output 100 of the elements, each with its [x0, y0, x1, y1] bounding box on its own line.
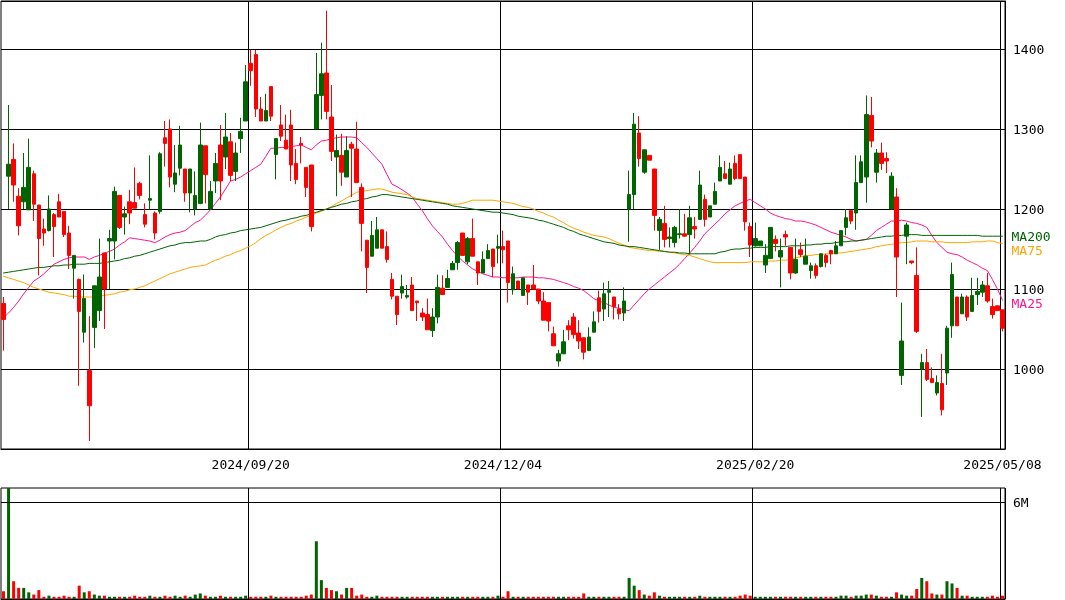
candlestick: [607, 280, 611, 318]
bar: [87, 591, 91, 599]
candlestick: [481, 250, 485, 274]
bar: [37, 590, 41, 599]
candlestick: [496, 234, 500, 264]
candlestick: [803, 238, 808, 265]
candlestick: [470, 218, 475, 257]
candlestick: [637, 115, 641, 168]
bar: [309, 594, 313, 599]
bar: [637, 590, 641, 599]
candlestick: [137, 181, 142, 200]
candlestick: [657, 216, 662, 251]
x-tick-label: 2024/12/04: [463, 457, 543, 472]
candlestick: [243, 64, 248, 122]
candlestick: [6, 104, 11, 210]
candlestick: [233, 142, 238, 182]
candlestick: [465, 236, 470, 265]
bar: [203, 595, 207, 599]
bar: [582, 593, 586, 599]
bar: [345, 587, 349, 599]
candlestick: [728, 162, 732, 185]
candlestick: [365, 239, 369, 294]
candlestick: [642, 149, 647, 175]
candlestick: [11, 142, 16, 203]
candlestick: [491, 248, 495, 278]
candlestick: [228, 132, 233, 182]
candlestick: [188, 168, 192, 213]
candlestick: [597, 290, 601, 324]
candlestick: [486, 243, 490, 260]
candlestick: [143, 202, 147, 228]
candlestick: [869, 96, 874, 148]
candlestick: [158, 151, 162, 215]
bar: [496, 595, 500, 599]
candlestick: [400, 274, 404, 300]
bar: [375, 595, 379, 599]
bar: [218, 595, 222, 599]
candlestick: [985, 272, 990, 304]
candlestick: [455, 240, 460, 271]
bar: [133, 595, 137, 599]
bar: [915, 589, 919, 599]
x-tick-label: 2025/05/08: [963, 457, 1042, 472]
bar: [102, 595, 106, 599]
candlestick: [183, 168, 187, 203]
bar: [859, 595, 863, 599]
candlestick: [914, 246, 919, 334]
bar: [647, 595, 651, 599]
series-label: MA200: [1011, 228, 1051, 244]
candlestick: [178, 125, 182, 176]
y-tick-label: 1100: [1013, 281, 1045, 297]
candlestick: [945, 325, 949, 386]
candlestick: [783, 230, 788, 247]
bar: [2, 591, 6, 599]
candlestick: [617, 303, 621, 320]
candlestick: [899, 302, 904, 386]
candlestick: [521, 277, 525, 296]
bar: [874, 595, 878, 599]
y-tick-label: 1300: [1013, 121, 1045, 137]
candlestick: [122, 206, 127, 236]
candlestick: [213, 152, 218, 194]
y-tick-label: 1200: [1013, 201, 1045, 217]
bar: [642, 594, 646, 599]
series-label: MA75: [1011, 242, 1043, 258]
bar: [652, 592, 656, 599]
bar: [304, 595, 308, 599]
bar: [355, 595, 359, 599]
candlestick: [622, 286, 626, 322]
candlestick: [874, 148, 879, 184]
candlestick: [889, 171, 894, 210]
candlestick: [788, 246, 793, 280]
bar: [950, 583, 954, 599]
bar: [92, 594, 96, 599]
bar: [657, 595, 661, 599]
candlestick: [223, 112, 228, 170]
candlestick: [687, 205, 692, 256]
bar: [244, 595, 248, 599]
bar: [627, 577, 631, 599]
bar: [844, 595, 848, 599]
bar: [935, 594, 939, 599]
candlestick: [329, 84, 334, 162]
line-series: [3, 188, 1003, 298]
candlestick: [203, 145, 208, 204]
bar: [698, 595, 702, 599]
candlestick: [965, 294, 969, 322]
candlestick: [445, 269, 450, 288]
candlestick: [274, 138, 278, 180]
candlestick: [1, 296, 6, 352]
candlestick: [819, 252, 823, 268]
candlestick: [279, 104, 283, 142]
candlestick: [344, 135, 349, 178]
candlestick: [682, 213, 687, 237]
bar: [198, 593, 202, 599]
candlestick: [652, 168, 657, 232]
bar: [854, 595, 858, 599]
bar: [743, 594, 747, 599]
candlestick: [955, 296, 959, 327]
candlestick: [773, 234, 778, 252]
candlestick: [587, 326, 591, 352]
candlestick: [940, 353, 944, 416]
candlestick: [662, 205, 667, 248]
bar: [340, 594, 344, 599]
